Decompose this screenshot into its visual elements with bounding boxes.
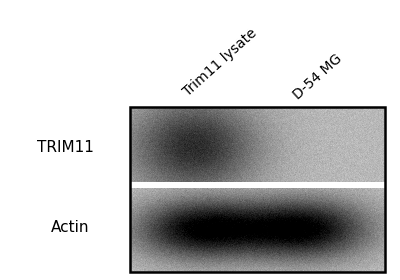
Text: Trim11 lysate: Trim11 lysate [181,26,260,99]
Text: D-54 MG: D-54 MG [291,51,345,102]
Text: TRIM11: TRIM11 [36,141,94,155]
Bar [130,182,385,188]
Text: Actin: Actin [51,221,89,235]
Bar [130,107,385,272]
